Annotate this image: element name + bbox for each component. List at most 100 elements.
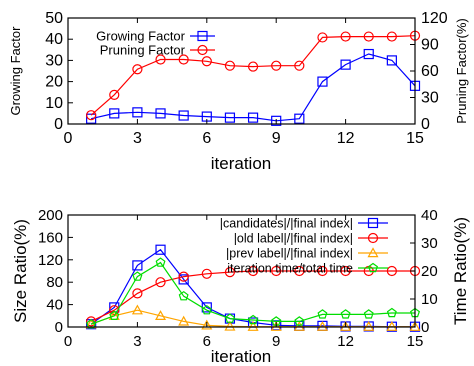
data-point xyxy=(155,244,166,255)
legend-label: |candidates|/|final index| xyxy=(220,217,353,231)
data-point xyxy=(294,60,305,71)
y-tick-label: 80 xyxy=(46,274,63,291)
data-point xyxy=(317,32,328,43)
series-line xyxy=(90,261,415,325)
data-point xyxy=(317,265,328,277)
data-point xyxy=(294,265,305,277)
data-point xyxy=(386,320,398,331)
data-point xyxy=(363,31,374,42)
y-tick-label: 30 xyxy=(45,52,63,69)
legend-marker xyxy=(367,262,379,273)
data-point xyxy=(294,316,305,326)
data-point xyxy=(155,310,167,320)
data-point xyxy=(155,257,166,267)
y-right-tick-label: 30 xyxy=(421,90,439,107)
data-point xyxy=(386,307,397,318)
y-right-tick-label: 40 xyxy=(421,207,438,224)
bottom-y-axis-right-label: Time Ratio(%) xyxy=(451,217,470,325)
data-point xyxy=(132,271,143,281)
data-point xyxy=(131,304,143,315)
data-point xyxy=(201,268,212,279)
data-point xyxy=(247,265,259,277)
y-right-tick-label: 90 xyxy=(421,37,439,54)
data-point xyxy=(386,265,397,277)
data-point xyxy=(109,108,120,119)
data-point xyxy=(132,107,143,118)
data-point xyxy=(386,55,397,66)
data-point xyxy=(386,31,397,42)
data-point xyxy=(340,309,351,319)
y-right-tick-label: 60 xyxy=(421,63,439,80)
series-line xyxy=(90,35,416,116)
series-pentagon xyxy=(86,257,421,329)
bottom-y-axis-label: Size Ratio(%) xyxy=(11,219,30,323)
data-point xyxy=(224,320,236,331)
x-tick-label: 0 xyxy=(64,130,73,147)
data-point xyxy=(155,277,166,288)
y-tick-label: 50 xyxy=(45,10,63,27)
y-tick-label: 40 xyxy=(45,31,63,48)
series-line xyxy=(90,270,415,322)
data-point xyxy=(363,320,375,331)
data-point xyxy=(178,315,190,326)
data-point xyxy=(86,110,97,121)
y-tick-label: 120 xyxy=(38,252,63,269)
series-circle xyxy=(86,30,421,121)
data-point xyxy=(224,267,236,278)
data-point xyxy=(132,64,143,75)
y-tick-label: 0 xyxy=(55,319,63,336)
data-point xyxy=(224,112,236,123)
y-right-tick-label: 10 xyxy=(421,291,438,308)
data-point xyxy=(271,265,282,277)
y-tick-label: 200 xyxy=(38,207,63,224)
data-point xyxy=(340,59,351,70)
data-point xyxy=(86,113,97,124)
data-point xyxy=(178,271,189,282)
y-tick-label: 40 xyxy=(46,297,63,314)
data-point xyxy=(247,320,259,331)
y-right-tick-label: 20 xyxy=(421,263,438,280)
data-point xyxy=(317,309,328,319)
data-point xyxy=(178,290,189,301)
legend-marker xyxy=(197,44,208,56)
data-point xyxy=(86,318,97,329)
data-point xyxy=(247,61,259,72)
y-right-tick-label: 30 xyxy=(421,235,438,252)
legend-label: Pruning Factor xyxy=(100,43,186,58)
x-tick-label: 6 xyxy=(203,333,211,350)
top-marks xyxy=(86,30,421,126)
y-tick-label: 0 xyxy=(54,116,63,133)
data-point xyxy=(248,314,259,325)
y-right-tick-label: 0 xyxy=(421,116,430,133)
data-point xyxy=(340,31,351,42)
legend-label: |prev label|/|final index| xyxy=(226,247,353,261)
x-tick-label: 12 xyxy=(337,130,355,147)
data-point xyxy=(224,313,235,323)
data-point xyxy=(86,316,97,327)
y-right-tick-label: 120 xyxy=(421,10,448,27)
data-point xyxy=(363,48,374,60)
data-point xyxy=(340,320,352,331)
y-tick-label: 10 xyxy=(45,95,63,112)
x-tick-label: 12 xyxy=(337,333,354,350)
legend-marker xyxy=(197,30,208,42)
data-point xyxy=(109,89,120,100)
y-tick-label: 20 xyxy=(45,74,63,91)
data-point xyxy=(201,304,212,315)
bottom-legend: |candidates|/|final index||old label|/|f… xyxy=(220,217,388,276)
data-point xyxy=(178,274,189,285)
data-point xyxy=(294,113,305,124)
data-point xyxy=(293,320,305,331)
data-point xyxy=(270,320,282,331)
legend-label: |old label|/|final index| xyxy=(234,232,353,246)
legend-marker xyxy=(367,247,379,258)
y-right-tick-label: 0 xyxy=(421,319,429,336)
x-tick-label: 3 xyxy=(133,130,142,147)
legend-marker xyxy=(367,217,379,229)
top-y-axis-label: Growing Factor xyxy=(8,26,23,116)
data-point xyxy=(155,54,166,65)
